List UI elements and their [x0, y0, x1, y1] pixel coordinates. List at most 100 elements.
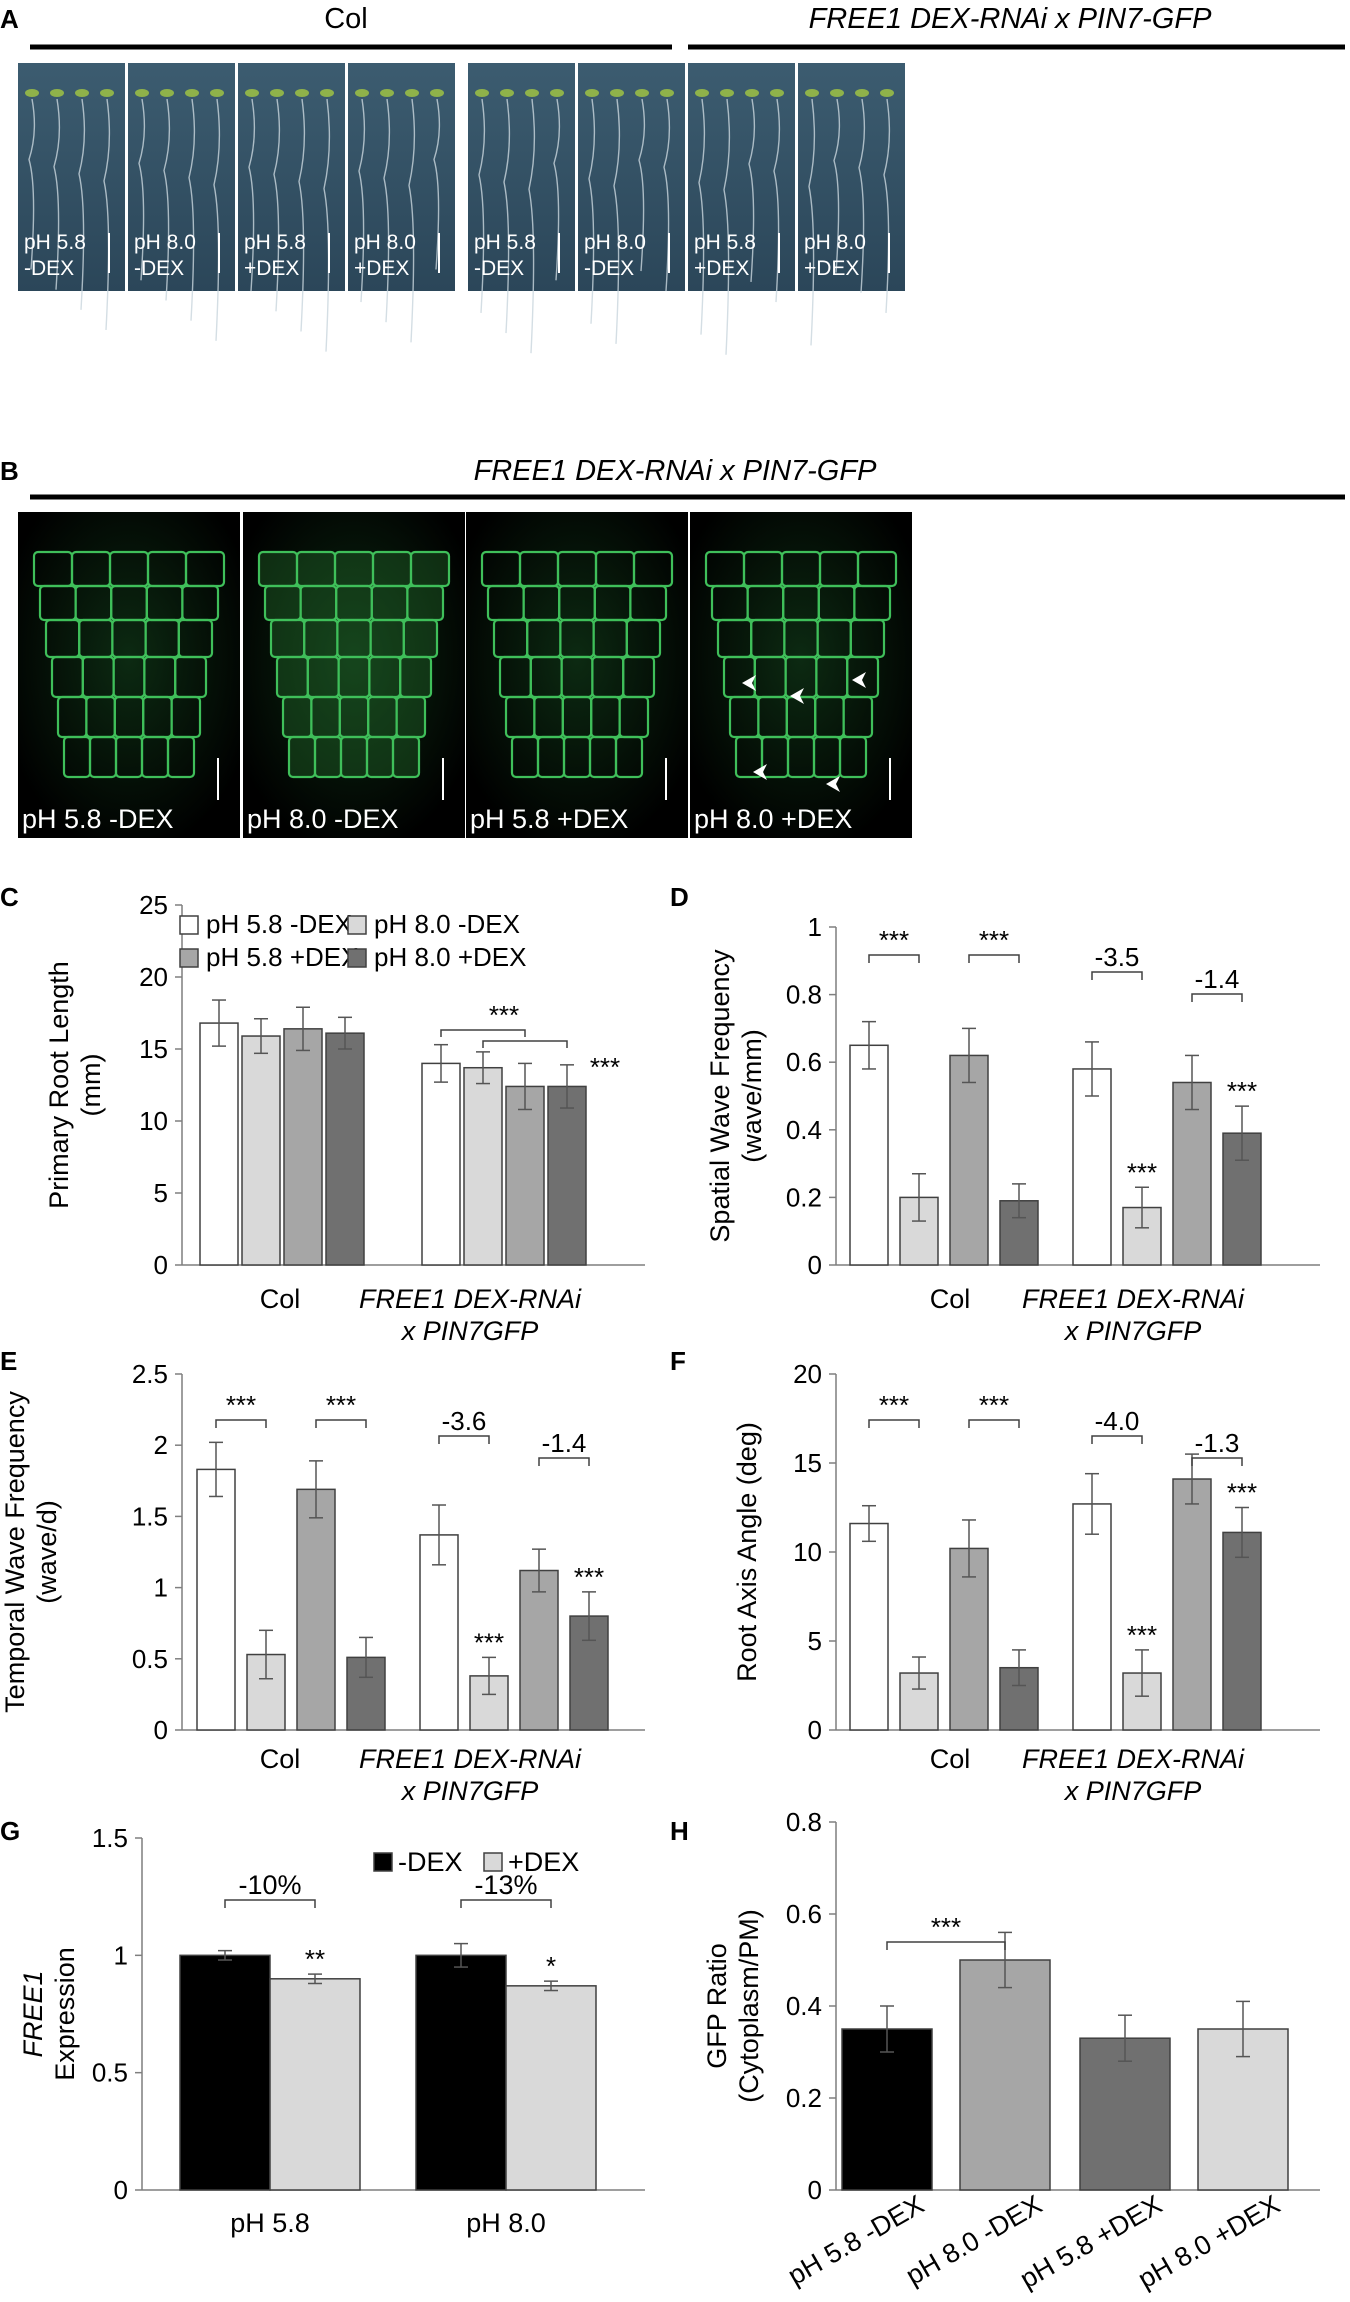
seedling-root	[28, 98, 36, 270]
bar-0	[1072, 1068, 1112, 1266]
x-category-label: x PIN7GFP	[400, 1316, 539, 1346]
cell-outlines	[257, 550, 451, 779]
seedling-cotyledon	[245, 89, 259, 97]
sig-bracket	[968, 1419, 1020, 1428]
x-category-label: x PIN7GFP	[400, 1776, 539, 1806]
sig-label: ***	[979, 1390, 1009, 1420]
sig-label: ***	[1127, 1157, 1157, 1187]
sig-label: ***	[931, 1912, 961, 1942]
seedling-cotyledon	[100, 89, 114, 97]
sig-bracket	[538, 1457, 590, 1466]
y-tick-label: 0	[154, 1715, 168, 1745]
y-tick-label: 1	[154, 1573, 168, 1603]
cell	[269, 618, 306, 659]
sig-label: -1.4	[542, 1428, 587, 1458]
y-axis-label: GFP Ratio	[702, 1943, 732, 2069]
y-tick-label: 1	[114, 1940, 128, 1970]
sig-label: ***	[979, 925, 1009, 955]
cell	[166, 735, 196, 779]
sig-bracket	[440, 1029, 526, 1037]
panel-letter-b: B	[0, 456, 19, 486]
x-category-label: Col	[260, 1284, 301, 1314]
arrowhead-icon	[826, 776, 840, 792]
panel-a-plates: pH 5.8 -DEX pH 8.0 -DEX pH 5.8 +DEX pH 8.0 +DEX…	[18, 63, 905, 355]
seedling-cotyledon	[50, 89, 64, 97]
seedling-root	[503, 98, 511, 334]
seedling-cotyledon	[695, 89, 709, 97]
seedling-root	[833, 98, 841, 273]
y-tick-label: 0.8	[786, 980, 822, 1010]
sig-bracket	[460, 1899, 552, 1908]
sig-label: *	[546, 1951, 556, 1981]
chart-e: 0 0.5 1 1.5 2 2.5 Temporal Wave Frequency (wave…	[0, 1359, 645, 1806]
sig-label: ***	[879, 925, 909, 955]
bar-0	[849, 1044, 889, 1266]
arrowhead-icon	[1260, 616, 1274, 632]
confocal-tile	[243, 512, 465, 838]
bar-2	[296, 1488, 336, 1731]
plate-label-dex: -DEX	[134, 257, 184, 280]
y-tick-label: 1	[808, 912, 822, 942]
y-tick-label: 0.4	[786, 1991, 822, 2021]
panel-a-group-col: Col	[324, 3, 368, 35]
y-tick-label: 10	[139, 1106, 168, 1136]
confocal-label: pH 8.0 +DEX	[694, 804, 852, 834]
y-axis-label: (wave/d)	[32, 1500, 62, 1604]
arrowhead-icon	[790, 688, 804, 704]
seedling-root	[323, 98, 331, 352]
sig-bracket	[315, 1419, 367, 1428]
seedling-cotyledon	[475, 89, 489, 97]
y-tick-label: 0.6	[786, 1899, 822, 1929]
seedling-root	[273, 98, 281, 312]
cell	[399, 655, 433, 699]
sig-bracket	[1091, 971, 1143, 980]
cell	[287, 735, 317, 779]
sig-label: -10%	[238, 1870, 301, 1900]
panel-b-title: FREE1 DEX-RNAi x PIN7-GFP	[474, 455, 877, 487]
x-category-label: FREE1 DEX-RNAi	[1022, 1284, 1245, 1314]
legend-swatch	[483, 1852, 503, 1872]
seedling-cotyledon	[25, 89, 39, 97]
sig-label: ***	[1227, 1478, 1257, 1508]
seedling-root	[698, 98, 706, 335]
arrowhead-icon	[852, 672, 866, 688]
plate-label-ph: pH 5.8	[244, 231, 306, 254]
cell	[391, 735, 421, 779]
seedling-cotyledon	[210, 89, 224, 97]
cell	[303, 618, 339, 659]
sig-label: -3.6	[442, 1406, 487, 1436]
sig-bracket	[968, 954, 1020, 963]
seedling-root	[858, 98, 866, 293]
arrowhead-icon	[753, 764, 767, 780]
seedling-root	[478, 98, 486, 313]
cell-outlines	[480, 550, 674, 779]
y-axis-label: (wave/mm)	[737, 1029, 767, 1163]
cell	[614, 735, 644, 779]
plate-label-dex: +DEX	[354, 257, 409, 280]
cell	[367, 695, 398, 739]
sig-bracket	[482, 1040, 568, 1048]
plate-label-dex: +DEX	[694, 257, 749, 280]
cell	[406, 584, 445, 622]
panel-letter-e: E	[0, 1346, 17, 1376]
seedling-root	[638, 98, 646, 272]
sig-label: ***	[590, 1052, 620, 1082]
plate-label-ph: pH 5.8	[694, 231, 756, 254]
chart-c: 0 5 10 15 20 25 Primary Root Length (mm) Col FREE…	[44, 890, 645, 1346]
x-category-label: Col	[930, 1284, 971, 1314]
cell	[313, 735, 343, 779]
plate-label-dex: +DEX	[244, 257, 299, 280]
sig-bracket	[224, 1899, 316, 1908]
y-tick-label: 20	[139, 962, 168, 992]
y-tick-label: 0.2	[786, 2083, 822, 2113]
seedling-root	[358, 98, 366, 303]
sig-bracket	[868, 1419, 920, 1428]
y-tick-label: 0.4	[786, 1115, 822, 1145]
bar-2	[519, 1569, 559, 1731]
y-tick-label: 2	[154, 1430, 168, 1460]
seedling-root	[748, 98, 756, 282]
seedling-cotyledon	[610, 89, 624, 97]
y-tick-label: 0	[808, 1250, 822, 1280]
sig-bracket	[1191, 993, 1243, 1002]
seedling-root	[723, 98, 731, 355]
